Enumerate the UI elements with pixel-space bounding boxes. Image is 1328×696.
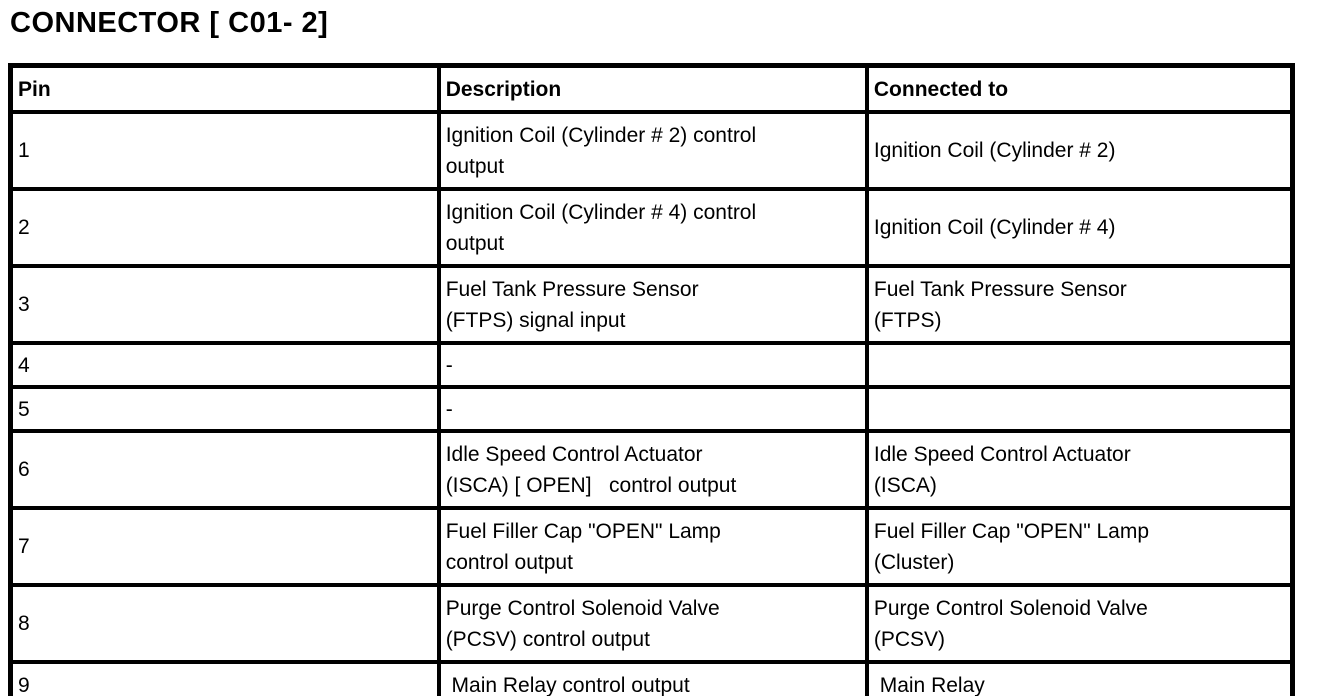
description-cell: Idle Speed Control Actuator (ISCA) [ OPE… (436, 429, 869, 510)
description-cell: Ignition Coil (Cylinder # 4) control out… (436, 187, 869, 268)
pin-cell: 5 (8, 385, 441, 433)
pin-cell: 3 (8, 264, 441, 345)
description-cell: Fuel Filler Cap "OPEN" Lamp control outp… (436, 506, 869, 587)
connector-pin-table: Pin Description Connected to 1 Ignition … (8, 63, 1295, 696)
connected-to-cell: Ignition Coil (Cylinder # 4) (864, 187, 1295, 268)
connected-to-cell (864, 385, 1295, 433)
table-row: 8 Purge Control Solenoid Valve (PCSV) co… (8, 583, 1295, 664)
pin-cell: 8 (8, 583, 441, 664)
table-row: 2 Ignition Coil (Cylinder # 4) control o… (8, 187, 1295, 268)
description-cell: Purge Control Solenoid Valve (PCSV) cont… (436, 583, 869, 664)
table-row: 3 Fuel Tank Pressure Sensor (FTPS) signa… (8, 264, 1295, 345)
connected-to-cell: Fuel Filler Cap "OPEN" Lamp (Cluster) (864, 506, 1295, 587)
table-header-row: Pin Description Connected to (8, 63, 1295, 114)
page-title: CONNECTOR [ C01- 2] (10, 7, 329, 39)
connected-to-cell: Fuel Tank Pressure Sensor (FTPS) (864, 264, 1295, 345)
column-header-description: Description (436, 63, 869, 114)
table-row: 4 - (8, 341, 1295, 389)
pin-cell: 4 (8, 341, 441, 389)
pin-cell: 1 (8, 110, 441, 191)
description-cell: Fuel Tank Pressure Sensor (FTPS) signal … (436, 264, 869, 345)
table-row: 7 Fuel Filler Cap "OPEN" Lamp control ou… (8, 506, 1295, 587)
description-cell: - (436, 385, 869, 433)
pin-cell: 7 (8, 506, 441, 587)
description-cell: Main Relay control output (436, 660, 869, 696)
connected-to-cell: Ignition Coil (Cylinder # 2) (864, 110, 1295, 191)
description-cell: Ignition Coil (Cylinder # 2) control out… (436, 110, 869, 191)
column-header-pin: Pin (8, 63, 441, 114)
table-row: 5 - (8, 385, 1295, 433)
table-row: 1 Ignition Coil (Cylinder # 2) control o… (8, 110, 1295, 191)
pin-cell: 2 (8, 187, 441, 268)
column-header-connected-to: Connected to (864, 63, 1295, 114)
table-row: 9 Main Relay control output Main Relay (8, 660, 1295, 696)
pin-cell: 6 (8, 429, 441, 510)
pin-cell: 9 (8, 660, 441, 696)
connected-to-cell: Idle Speed Control Actuator (ISCA) (864, 429, 1295, 510)
table-row: 6 Idle Speed Control Actuator (ISCA) [ O… (8, 429, 1295, 510)
connected-to-cell: Purge Control Solenoid Valve (PCSV) (864, 583, 1295, 664)
description-cell: - (436, 341, 869, 389)
connected-to-cell (864, 341, 1295, 389)
connected-to-cell: Main Relay (864, 660, 1295, 696)
